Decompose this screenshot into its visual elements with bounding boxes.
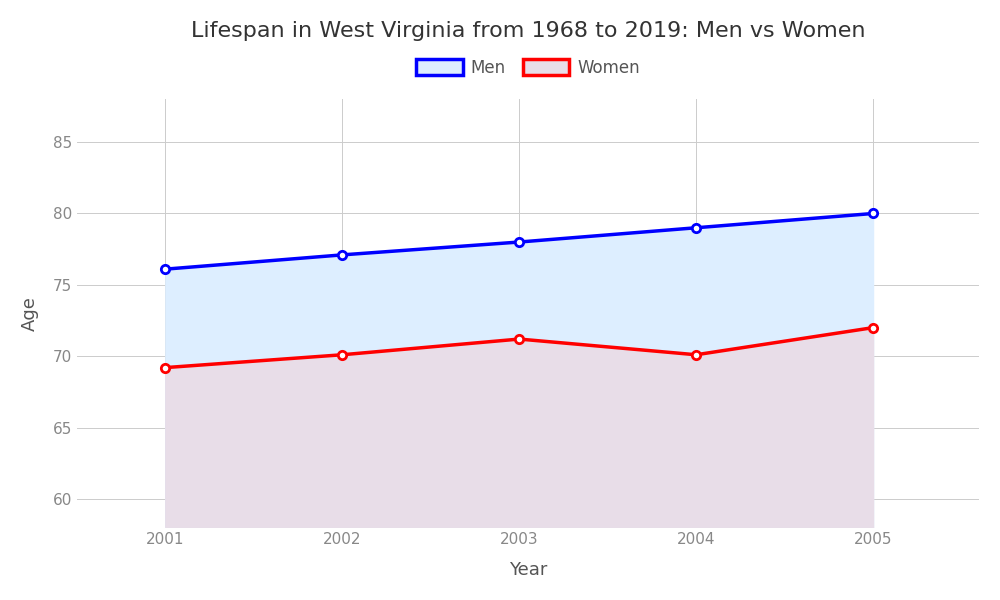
X-axis label: Year: Year [509,561,547,579]
Title: Lifespan in West Virginia from 1968 to 2019: Men vs Women: Lifespan in West Virginia from 1968 to 2… [191,21,865,41]
Legend: Men, Women: Men, Women [409,52,647,83]
Y-axis label: Age: Age [21,296,39,331]
